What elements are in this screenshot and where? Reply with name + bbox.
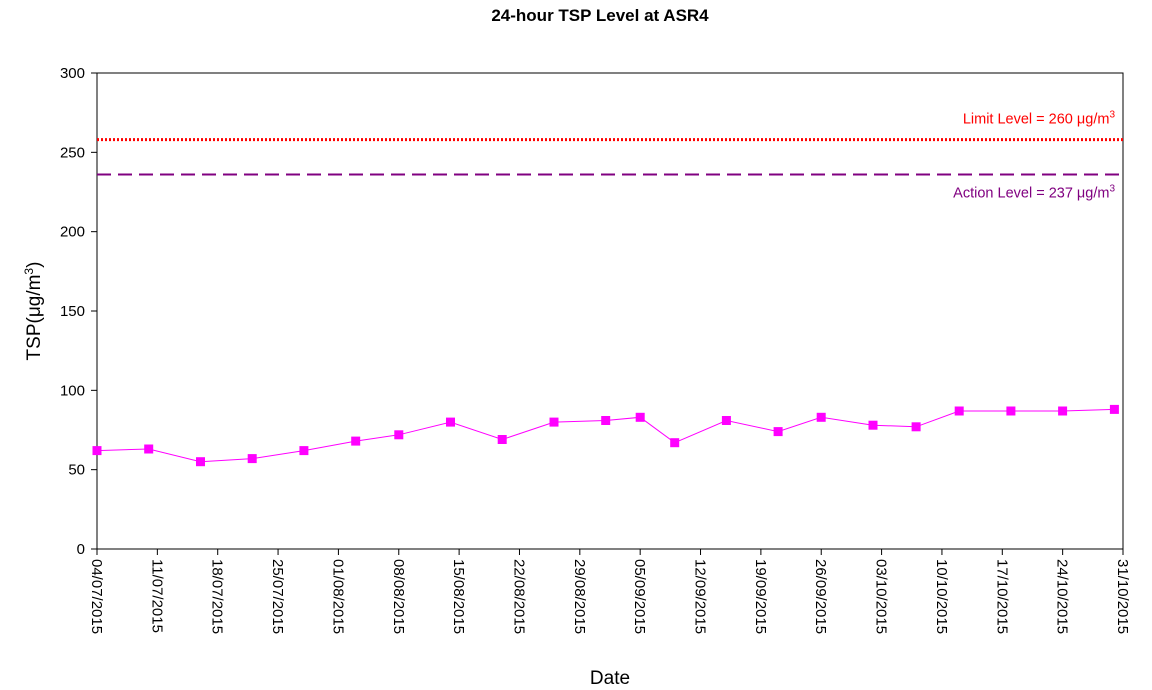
y-tick-label: 100 [60,382,85,399]
data-point [954,406,964,416]
x-tick-label: 26/09/2015 [812,559,829,634]
x-axis-title: Date [590,668,630,689]
data-point [816,412,826,422]
y-tick-label: 150 [60,303,85,320]
x-tick-label: 18/07/2015 [209,559,226,634]
data-point [1109,404,1119,414]
y-axis-title-end: ) [24,262,45,268]
data-point [144,444,154,454]
x-tick-label: 10/10/2015 [933,559,950,634]
reference-line-label: Action Level = 237 μg/m3 [953,184,1115,202]
plot-border [96,72,1124,550]
data-point [868,420,878,430]
y-tick-label: 50 [68,462,85,479]
y-tick-label: 200 [60,224,85,241]
data-point [601,416,611,425]
x-tick-label: 01/08/2015 [329,559,346,634]
y-axis-title: TSP(μg/m3) [22,262,45,361]
y-tick-label: 250 [60,144,85,161]
data-point [911,422,921,432]
x-tick-label: 11/07/2015 [148,559,165,633]
x-axis: 04/07/2015 11/07/2015 18/07/2015 25/07/2015… [88,549,1131,634]
x-tick-label: 31/10/2015 [1114,559,1131,634]
data-point [446,417,455,427]
x-tick-label: 03/10/2015 [873,559,890,634]
reference-line-label-sup: 3 [1109,184,1115,195]
x-tick-label: 08/08/2015 [390,559,407,634]
data-point [721,416,731,425]
reference-line-label: Limit Level = 260 μg/m3 [963,110,1116,128]
data-point [773,427,783,437]
reference-line-label-text: Action Level = 237 μg/m [953,186,1109,202]
y-axis-title-main: TSP(μg/m [24,275,45,361]
y-axis: 0 50 100 150 200 250 300 [60,65,97,558]
data-point [549,417,559,427]
data-point [497,435,507,444]
y-tick-label: 300 [60,65,85,82]
chart-title: 24-hour TSP Level at ASR4 [491,6,709,25]
x-tick-label: 12/09/2015 [692,559,709,634]
data-point [635,412,645,422]
y-axis-title-sup: 3 [22,268,36,275]
x-tick-label: 19/09/2015 [752,559,769,634]
y-tick-label: 0 [77,541,85,558]
data-point [196,457,205,467]
reference-line-label-sup: 3 [1109,110,1115,121]
x-tick-label: 25/07/2015 [269,559,286,634]
data-series [92,404,1119,467]
data-point [247,454,257,464]
reference-line-label-text: Limit Level = 260 μg/m [963,112,1110,128]
data-point [394,430,404,440]
x-tick-label: 05/09/2015 [631,559,648,634]
data-point [299,446,309,456]
x-tick-label: 17/10/2015 [993,559,1010,634]
data-point [670,438,680,448]
data-point [351,436,361,446]
x-tick-label: 22/08/2015 [510,559,527,634]
data-point [92,446,102,456]
data-point [1058,406,1068,416]
x-tick-label: 24/10/2015 [1054,559,1071,634]
x-tick-label: 29/08/2015 [571,559,588,634]
x-tick-label: 15/08/2015 [450,559,467,634]
data-point [1006,406,1016,416]
plot-area [96,72,1124,550]
x-tick-label: 04/07/2015 [88,559,105,634]
series-line [96,408,1115,463]
